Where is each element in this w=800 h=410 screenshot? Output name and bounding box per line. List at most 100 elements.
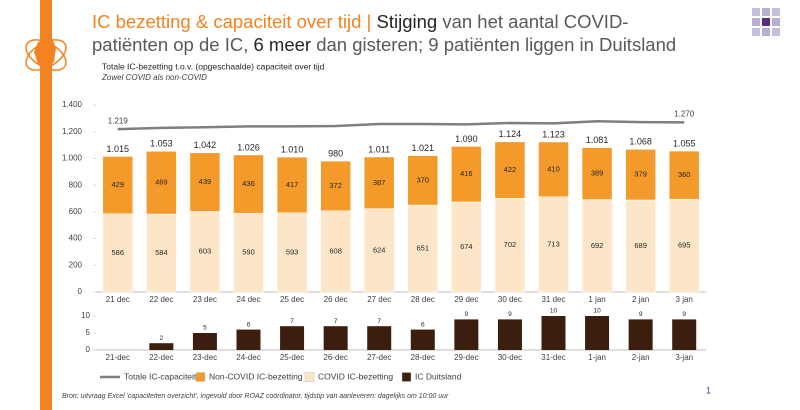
capacity-line	[117, 120, 685, 131]
bar	[276, 156, 308, 214]
total-label: 1.010	[281, 144, 304, 154]
bar	[668, 198, 700, 293]
segment-label: 584	[155, 248, 168, 257]
bar	[102, 156, 134, 214]
total-label: 1.055	[673, 138, 696, 148]
total-label: 1.068	[629, 137, 652, 147]
x-tick-label: 22-dec	[149, 353, 173, 362]
bar	[668, 150, 700, 200]
x-tick-label: 1 jan	[588, 295, 605, 304]
segment-label: 603	[199, 247, 212, 256]
segment-label: 387	[373, 178, 386, 187]
value-label: 9	[508, 311, 512, 318]
value-label: 9	[639, 311, 643, 318]
x-tick-label: 1-jan	[588, 353, 606, 362]
total-label: 1.015	[107, 144, 130, 154]
x-tick-label: 27 dec	[367, 295, 391, 304]
x-tick-label: 23-dec	[193, 353, 217, 362]
segment-label: 379	[634, 170, 647, 179]
y-tick-label: 1.200	[62, 127, 83, 136]
segment-label: 651	[417, 244, 430, 253]
bar	[628, 319, 653, 350]
x-tick-label: 3-jan	[675, 353, 693, 362]
value-label: 10	[550, 308, 558, 315]
bar	[276, 212, 308, 293]
bar	[538, 196, 569, 293]
segment-label: 422	[504, 165, 517, 174]
total-label: 1.021	[412, 143, 435, 153]
total-label: 1.026	[237, 142, 260, 152]
value-label: 9	[465, 311, 469, 318]
bar	[363, 156, 395, 209]
x-tick-label: 3 jan	[676, 295, 693, 304]
bar	[320, 160, 351, 212]
bar	[451, 201, 482, 293]
y-tick-label: 800	[69, 180, 83, 189]
bar	[410, 329, 435, 350]
bar	[672, 319, 697, 350]
total-label: 1.053	[150, 139, 173, 149]
title-part: van het aantal COVID-patiënten op de IC,	[92, 11, 629, 55]
x-tick-label: 30-dec	[498, 353, 522, 362]
legend-swatch	[304, 372, 315, 382]
side-bar	[40, 0, 52, 410]
y-tick-label: 0	[78, 287, 83, 296]
segment-label: 590	[242, 248, 255, 257]
segment-label: 469	[155, 178, 168, 187]
x-tick-label: 23 dec	[193, 295, 217, 304]
total-label: 980	[328, 148, 343, 158]
bar	[233, 154, 264, 214]
bar	[585, 316, 610, 350]
bar	[146, 213, 177, 293]
x-tick-label: 26 dec	[324, 295, 348, 304]
x-tick-label: 2-jan	[632, 353, 650, 362]
total-label: 1.090	[455, 134, 478, 144]
x-tick-label: 31 dec	[541, 295, 565, 304]
total-label: 1.123	[542, 129, 565, 139]
y-tick-label: 200	[69, 260, 83, 269]
x-tick-label: 29-dec	[454, 353, 478, 362]
chart-subtitle: Zowel COVID als non-COVID	[101, 73, 207, 82]
y-tick-label: 5	[86, 328, 91, 337]
bar	[451, 146, 482, 203]
slide-title: IC bezetting & capaciteit over tijd | St…	[92, 10, 702, 56]
value-label: 6	[421, 321, 425, 328]
x-tick-label: 25 dec	[280, 295, 304, 304]
logo-map	[25, 38, 67, 71]
legend-label: IC Duitsland	[415, 371, 462, 381]
y-tick-label: 10	[81, 311, 90, 320]
segment-label: 429	[112, 180, 125, 189]
x-tick-label: 28-dec	[411, 353, 435, 362]
bar	[581, 199, 613, 293]
bar	[407, 155, 439, 206]
bar	[323, 326, 348, 350]
x-tick-label: 28 dec	[411, 295, 435, 304]
line-label: 1.270	[674, 109, 695, 118]
bar	[192, 333, 217, 350]
bar	[625, 149, 656, 201]
bar	[189, 211, 221, 293]
bar	[102, 213, 134, 293]
segment-label: 436	[242, 179, 255, 188]
value-label: 7	[334, 318, 338, 325]
segment-label: 360	[678, 170, 691, 179]
x-tick-label: 21 dec	[106, 295, 130, 304]
y-tick-label: 600	[69, 207, 83, 216]
bar	[541, 316, 566, 350]
page-number: 1	[706, 385, 711, 395]
chart-title: Totale IC-bezetting t.o.v. (opgeschaalde…	[102, 61, 325, 71]
bar	[149, 343, 174, 350]
legend-swatch	[401, 372, 412, 382]
x-tick-label: 31-dec	[541, 353, 565, 362]
x-tick-label: 24-dec	[236, 353, 260, 362]
segment-label: 416	[460, 169, 473, 178]
y-tick-label: 0	[86, 345, 91, 354]
segment-label: 695	[678, 241, 691, 250]
segment-label: 593	[286, 247, 299, 256]
total-label: 1.011	[368, 144, 390, 154]
value-label: 5	[203, 325, 207, 332]
bar	[581, 147, 613, 200]
source: Bron: uitvraag Excel 'capaciteiten overz…	[62, 393, 449, 400]
segment-label: 674	[460, 242, 473, 251]
